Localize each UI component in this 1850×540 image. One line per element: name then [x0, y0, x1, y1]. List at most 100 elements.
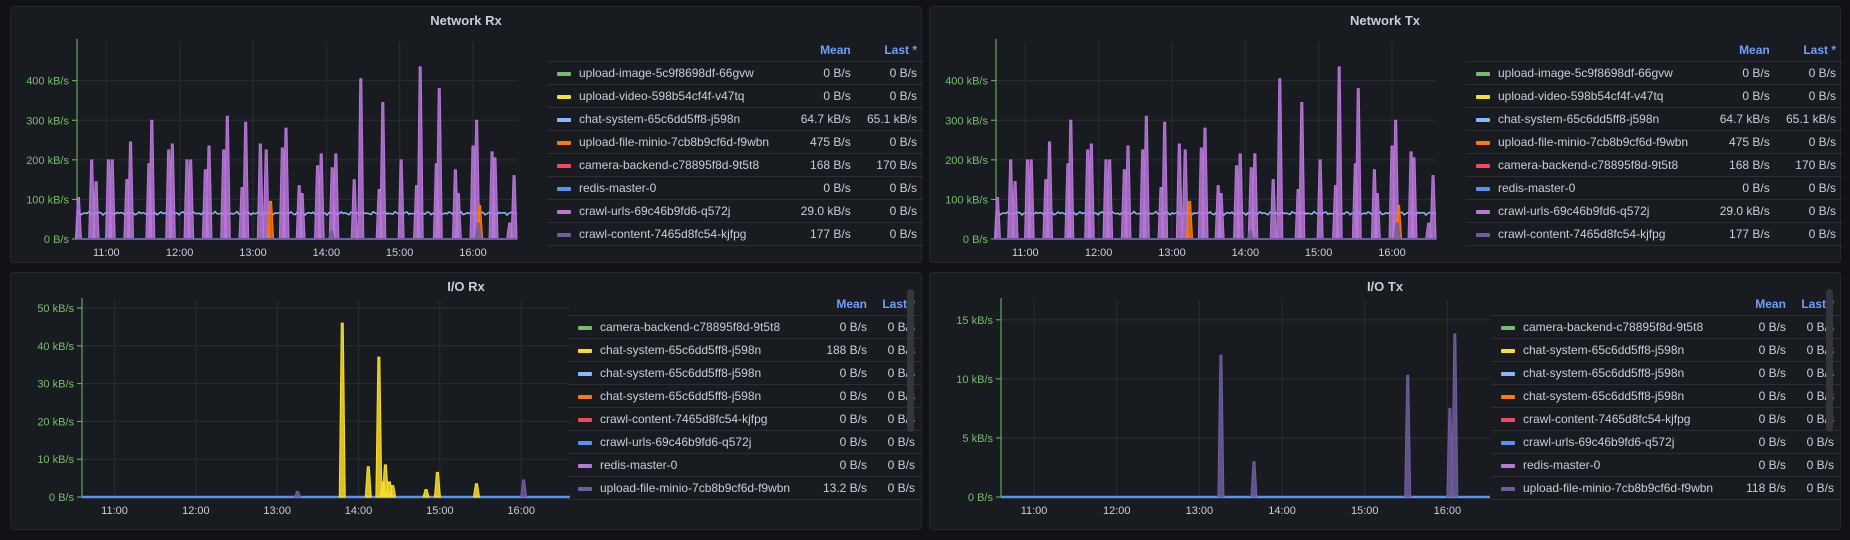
- data-spike[interactable]: [332, 153, 340, 240]
- series-color-swatch[interactable]: [578, 325, 592, 330]
- series-name[interactable]: crawl-urls-69c46b9fd6-q572j: [579, 204, 731, 218]
- series-name[interactable]: crawl-urls-69c46b9fd6-q572j: [1498, 204, 1650, 218]
- series-name[interactable]: upload-video-598b54cf4f-v47tq: [579, 89, 745, 103]
- data-spike[interactable]: [148, 119, 156, 240]
- legend-scrollbar[interactable]: [907, 289, 914, 432]
- data-spike[interactable]: [1429, 175, 1437, 240]
- series-name[interactable]: chat-system-65c6dd5ff8-j598n: [600, 389, 762, 403]
- data-spike[interactable]: [293, 490, 302, 498]
- data-spike[interactable]: [520, 479, 528, 498]
- legend-header-last[interactable]: Last *: [1775, 39, 1842, 62]
- data-spike[interactable]: [282, 127, 290, 240]
- series-name[interactable]: redis-master-0: [579, 181, 657, 195]
- series-color-swatch[interactable]: [1476, 163, 1490, 168]
- series-color-swatch[interactable]: [557, 71, 571, 76]
- data-spike[interactable]: [1175, 143, 1183, 240]
- legend-header-last[interactable]: Last *: [856, 39, 923, 62]
- data-spike[interactable]: [433, 471, 441, 498]
- series-color-swatch[interactable]: [557, 117, 571, 122]
- legend-row[interactable]: crawl-urls-69c46b9fd6-q572j 29.0 kB/s 0 B/…: [1466, 199, 1842, 223]
- data-spike[interactable]: [317, 153, 325, 240]
- legend-row[interactable]: crawl-urls-69c46b9fd6-q572j 0 B/s 0 B/s: [568, 430, 921, 454]
- series-name[interactable]: chat-system-65c6dd5ff8-j598n: [1523, 389, 1685, 403]
- data-spike[interactable]: [1236, 153, 1244, 240]
- data-spike[interactable]: [256, 143, 264, 240]
- series-name[interactable]: upload-image-5c9f8698df-66gvw: [579, 66, 754, 80]
- series-name[interactable]: upload-image-5c9f8698df-66gvw: [1498, 66, 1673, 80]
- legend-header-mean[interactable]: Mean: [812, 293, 874, 316]
- legend-row[interactable]: upload-image-5c9f8698df-66gvw 0 B/s 0 B/s: [547, 61, 923, 85]
- series-color-swatch[interactable]: [557, 94, 571, 99]
- legend-row[interactable]: crawl-content-7465d8fc54-kjfpg 0 B/s 0 B/s: [568, 407, 921, 431]
- data-spike[interactable]: [416, 66, 424, 240]
- legend-row[interactable]: chat-system-65c6dd5ff8-j598n 0 B/s 0 B/s: [1491, 384, 1840, 408]
- legend-row[interactable]: chat-system-65c6dd5ff8-j598n 188 B/s 0 B/s: [568, 338, 921, 362]
- panel-title[interactable]: Network Rx: [430, 13, 502, 28]
- data-spike[interactable]: [472, 483, 481, 498]
- legend-header-mean[interactable]: Mean: [1709, 39, 1776, 62]
- legend-row[interactable]: upload-file-minio-7cb8b9cf6d-f9wbn 118 B/…: [1491, 476, 1840, 500]
- data-spike[interactable]: [223, 115, 231, 240]
- legend-scrollbar[interactable]: [1826, 289, 1833, 432]
- series-name[interactable]: crawl-urls-69c46b9fd6-q572j: [1523, 435, 1675, 449]
- series-name[interactable]: chat-system-65c6dd5ff8-j598n: [579, 112, 741, 126]
- data-spike[interactable]: [397, 159, 405, 240]
- legend-row[interactable]: crawl-content-7465d8fc54-kjfpg 177 B/s 0 B…: [1466, 222, 1842, 246]
- data-spike[interactable]: [510, 175, 518, 240]
- legend-row[interactable]: redis-master-0 0 B/s 0 B/s: [568, 453, 921, 477]
- legend-row[interactable]: crawl-urls-69c46b9fd6-q572j 0 B/s 0 B/s: [1491, 430, 1840, 454]
- data-spike[interactable]: [993, 196, 1001, 240]
- panel-title[interactable]: Network Tx: [1349, 13, 1421, 28]
- legend-row[interactable]: upload-file-minio-7cb8b9cf6d-f9wbn 475 B/…: [547, 130, 923, 154]
- series-color-swatch[interactable]: [1501, 394, 1515, 399]
- series-name[interactable]: crawl-content-7465d8fc54-kjfpg: [1523, 412, 1691, 426]
- series-name[interactable]: redis-master-0: [1498, 181, 1576, 195]
- data-spike[interactable]: [1316, 159, 1324, 240]
- series-name[interactable]: upload-file-minio-7cb8b9cf6d-f9wbn: [600, 481, 791, 495]
- data-spike[interactable]: [1251, 153, 1259, 240]
- data-spike[interactable]: [1269, 179, 1277, 240]
- series-name[interactable]: upload-video-598b54cf4f-v47tq: [1498, 89, 1664, 103]
- series-name[interactable]: upload-file-minio-7cb8b9cf6d-f9wbn: [579, 135, 770, 149]
- data-spike[interactable]: [1451, 333, 1459, 498]
- series-name[interactable]: crawl-urls-69c46b9fd6-q572j: [600, 435, 752, 449]
- data-spike[interactable]: [1067, 119, 1075, 240]
- series-name[interactable]: camera-backend-c78895f8d-9t5t8: [1498, 158, 1679, 172]
- data-spike[interactable]: [1276, 78, 1284, 240]
- data-spike[interactable]: [1335, 66, 1343, 240]
- series-name[interactable]: crawl-content-7465d8fc54-kjfpg: [1498, 227, 1666, 241]
- series-color-swatch[interactable]: [578, 440, 592, 445]
- series-color-swatch[interactable]: [557, 232, 571, 237]
- series-color-swatch[interactable]: [557, 186, 571, 191]
- data-spike[interactable]: [242, 121, 250, 240]
- series-color-swatch[interactable]: [1501, 463, 1515, 468]
- legend-header-mean[interactable]: Mean: [1736, 293, 1792, 316]
- series-color-swatch[interactable]: [578, 394, 592, 399]
- data-spike[interactable]: [1161, 121, 1169, 240]
- series-name[interactable]: crawl-content-7465d8fc54-kjfpg: [600, 412, 768, 426]
- series-name[interactable]: chat-system-65c6dd5ff8-j598n: [1523, 343, 1685, 357]
- data-spike[interactable]: [1201, 127, 1209, 240]
- data-spike[interactable]: [1142, 115, 1150, 240]
- series-color-swatch[interactable]: [1501, 486, 1515, 491]
- series-color-swatch[interactable]: [1476, 186, 1490, 191]
- series-name[interactable]: chat-system-65c6dd5ff8-j598n: [1498, 112, 1660, 126]
- series-name[interactable]: camera-backend-c78895f8d-9t5t8: [600, 320, 781, 334]
- io-tx-chart[interactable]: 0 B/s 5 kB/s 10 kB/s 15 kB/s 11:00 12:00 13:00…: [930, 273, 1490, 531]
- data-spike[interactable]: [389, 485, 397, 498]
- data-spike[interactable]: [127, 141, 135, 240]
- series-color-swatch[interactable]: [578, 348, 592, 353]
- legend-row[interactable]: chat-system-65c6dd5ff8-j598n 0 B/s 0 B/s: [568, 384, 921, 408]
- data-spike[interactable]: [379, 101, 387, 240]
- network-rx-chart[interactable]: 0 B/s 100 kB/s 200 kB/s 300 kB/s 400 kB/s 11:…: [11, 7, 553, 264]
- legend-row[interactable]: redis-master-0 0 B/s 0 B/s: [1491, 453, 1840, 477]
- data-spike[interactable]: [364, 466, 372, 498]
- data-spike[interactable]: [435, 88, 443, 240]
- series-color-swatch[interactable]: [1501, 348, 1515, 353]
- series-name[interactable]: chat-system-65c6dd5ff8-j598n: [600, 343, 762, 357]
- legend-row[interactable]: upload-file-minio-7cb8b9cf6d-f9wbn 13.2 B…: [568, 476, 921, 500]
- data-spike[interactable]: [350, 179, 358, 240]
- series-color-swatch[interactable]: [1501, 440, 1515, 445]
- legend-row[interactable]: upload-image-5c9f8698df-66gvw 0 B/s 0 B/s: [1466, 61, 1842, 85]
- network-tx-chart[interactable]: 0 B/s 100 kB/s 200 kB/s 300 kB/s 400 kB/s 11:…: [930, 7, 1472, 264]
